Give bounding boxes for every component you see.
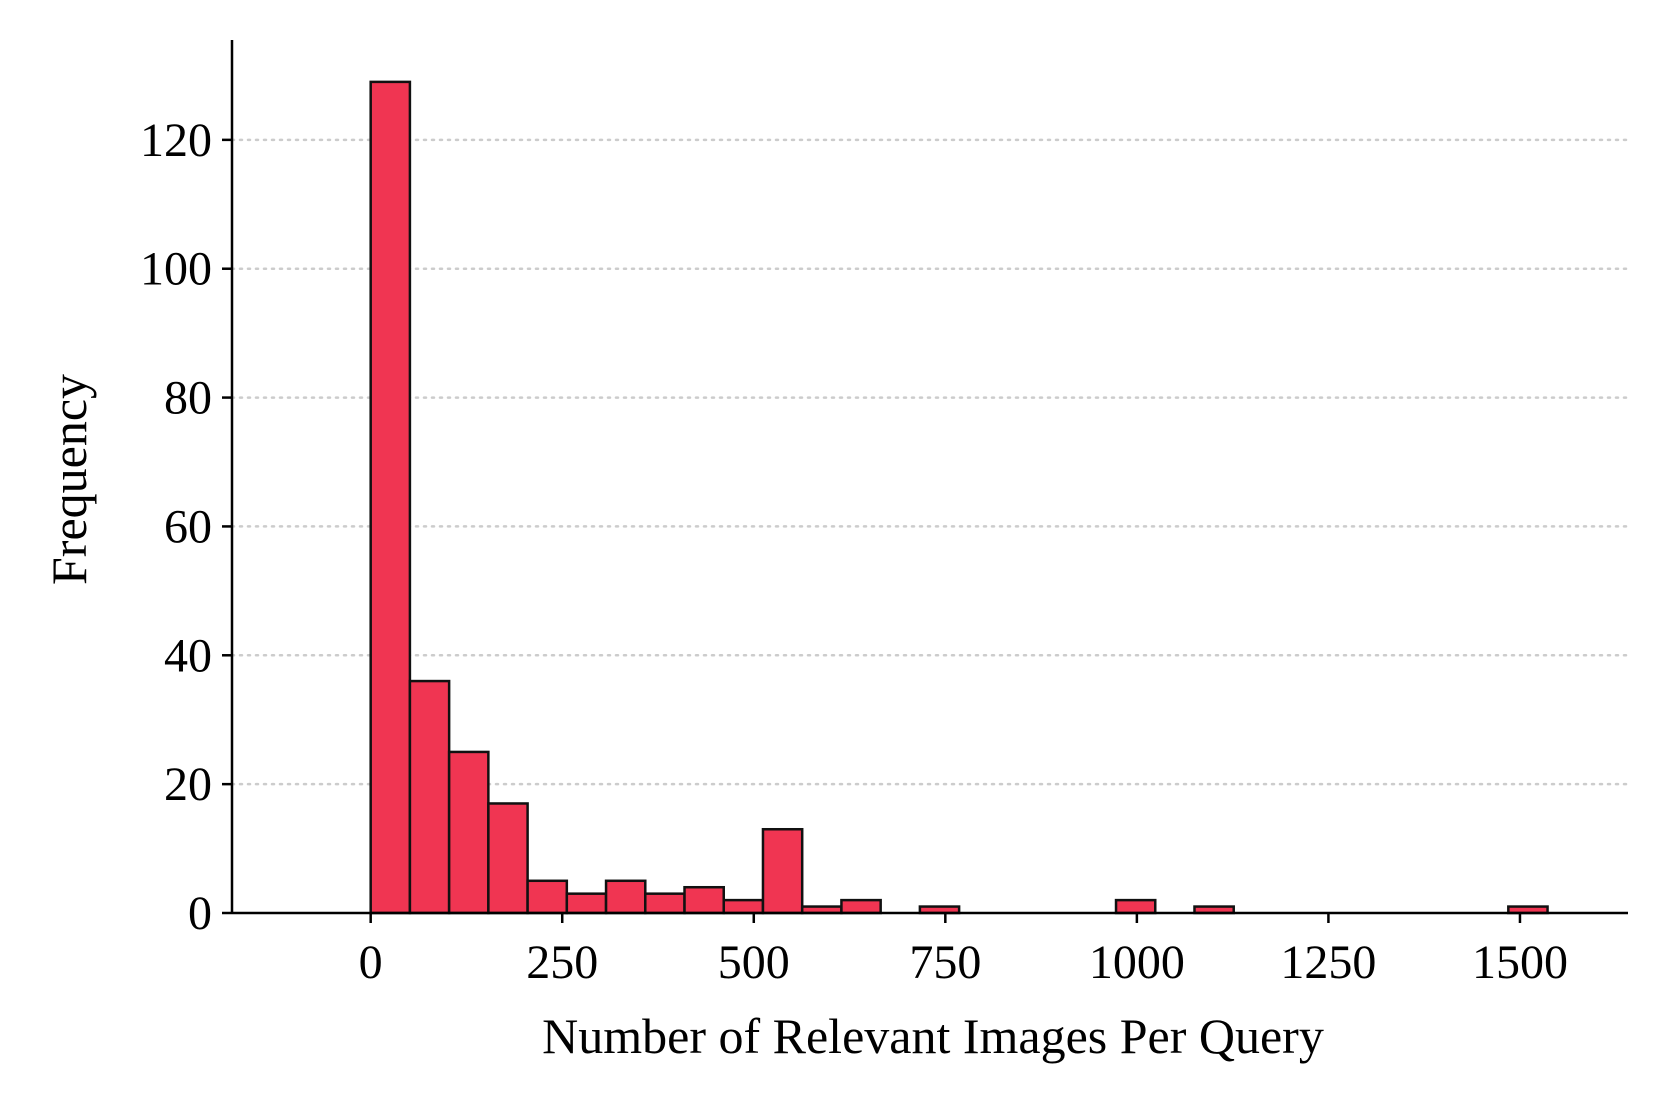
histogram-bar	[722, 898, 765, 915]
histogram-bar	[526, 879, 569, 915]
histogram-bar	[408, 679, 451, 915]
y-tick-label: 20	[164, 758, 212, 811]
histogram-bar	[1114, 898, 1157, 915]
y-gridlines	[230, 138, 1630, 786]
y-axis-label: Frequency	[41, 374, 97, 585]
x-tick-label: 1500	[1472, 936, 1568, 989]
histogram-bar	[369, 80, 412, 915]
histogram-bar	[487, 802, 529, 915]
x-tick-label: 750	[909, 936, 981, 989]
y-tick-label: 0	[188, 887, 212, 940]
x-axis-ticks: 0 250 500 750 1000 1250 1500	[359, 913, 1568, 989]
histogram-bar	[565, 892, 608, 915]
x-axis-label: Number of Relevant Images Per Query	[542, 1008, 1324, 1064]
histogram-bar	[447, 750, 490, 915]
x-tick-label: 1250	[1280, 936, 1376, 989]
x-tick-label: 1000	[1089, 936, 1185, 989]
x-tick-label: 250	[526, 936, 598, 989]
histogram-bars	[369, 80, 1549, 915]
axes	[230, 40, 1628, 915]
y-tick-label: 100	[140, 243, 212, 296]
histogram-bar	[644, 892, 686, 915]
y-tick-label: 40	[164, 629, 212, 682]
x-tick-label: 500	[718, 936, 790, 989]
histogram-bar	[604, 879, 647, 915]
x-tick-label: 0	[359, 936, 383, 989]
y-axis-ticks: 0 20 40 60 80 100 120	[140, 114, 232, 940]
y-tick-label: 60	[164, 500, 212, 553]
y-tick-label: 120	[140, 114, 212, 167]
y-tick-label: 80	[164, 372, 212, 425]
histogram-bar	[840, 898, 882, 915]
histogram-bar	[761, 827, 804, 915]
histogram-bar	[683, 885, 725, 915]
